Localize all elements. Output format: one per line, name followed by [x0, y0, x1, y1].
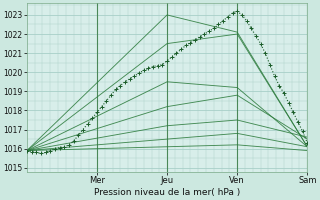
X-axis label: Pression niveau de la mer( hPa ): Pression niveau de la mer( hPa )	[94, 188, 240, 197]
